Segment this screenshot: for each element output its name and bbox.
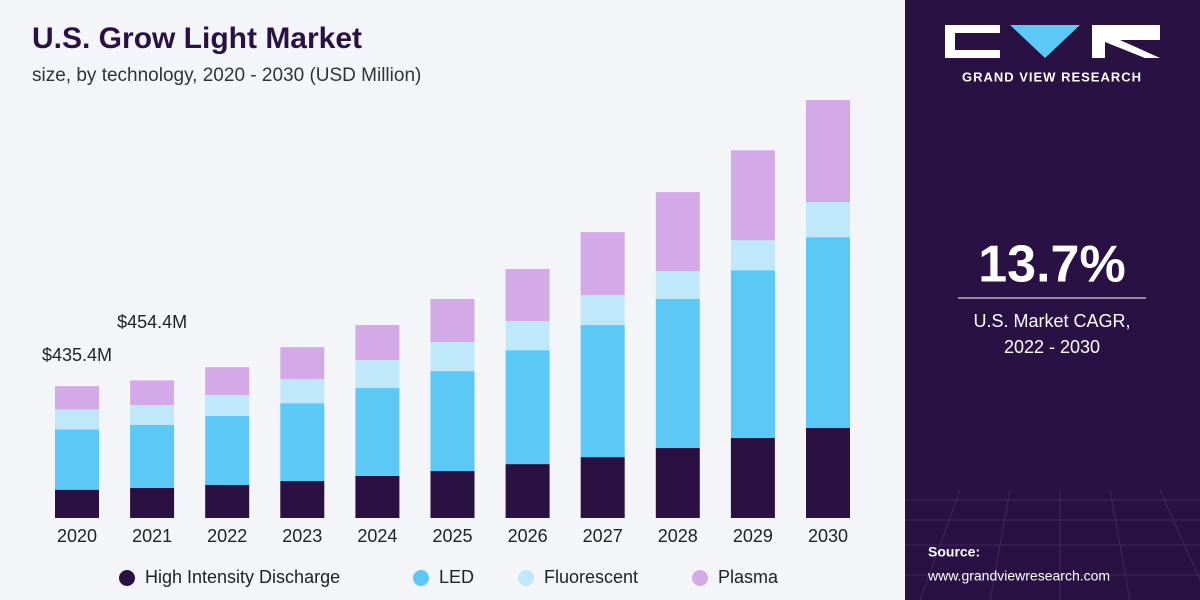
source-url: www.grandviewresearch.com (927, 568, 1110, 584)
bar-segment (280, 347, 325, 380)
bar-segment (205, 484, 250, 518)
chart-title: U.S. Grow Light Market (32, 22, 362, 55)
bar-segment (430, 371, 475, 472)
total-label: $454.4M (117, 312, 187, 332)
x-tick-label: 2025 (432, 526, 472, 546)
bar-segment (806, 428, 850, 518)
x-tick-label: 2029 (733, 526, 773, 546)
bar-segment (655, 448, 700, 518)
grid-floor (905, 489, 1200, 600)
x-tick-label: 2023 (282, 526, 322, 546)
x-tick-label: 2027 (583, 526, 623, 546)
legend-label: Plasma (718, 567, 779, 587)
bar-segment (130, 488, 175, 518)
bar-segment (280, 403, 325, 482)
total-label: $435.4M (42, 345, 112, 365)
bar-segment (55, 429, 99, 490)
legend-label: Fluorescent (544, 567, 638, 587)
bar-segment (55, 489, 99, 518)
bar-segment (205, 367, 250, 396)
bar-segment (806, 237, 850, 429)
bar-segment (430, 471, 475, 518)
cagr-caption: U.S. Market CAGR, (973, 311, 1130, 331)
bar-segment (130, 425, 175, 489)
bar-segment (430, 342, 475, 372)
bar-segment (730, 240, 775, 271)
bar-segment (430, 299, 475, 343)
logo-g (945, 25, 1000, 58)
legend-marker (119, 570, 135, 586)
bar-segment (580, 295, 625, 326)
legend-marker (692, 570, 708, 586)
bar-segment (355, 475, 400, 518)
x-tick-label: 2022 (207, 526, 247, 546)
side-panel (905, 0, 1200, 600)
legend-marker (413, 570, 429, 586)
legend-label: LED (439, 567, 474, 587)
bar-segment (580, 457, 625, 518)
bar-segment (730, 438, 775, 518)
bar-segment (130, 380, 175, 406)
x-tick-label: 2020 (57, 526, 97, 546)
bar-segment (655, 299, 700, 449)
bar-segment (730, 150, 775, 241)
bar-segment (205, 415, 250, 485)
logo (945, 25, 1160, 58)
bar-segment (280, 481, 325, 518)
bar-segment (655, 271, 700, 300)
logo-v (1010, 25, 1080, 58)
chart-subtitle: size, by technology, 2020 - 2030 (USD Mi… (32, 65, 421, 86)
x-tick-label: 2021 (132, 526, 172, 546)
bar-segment (505, 321, 550, 351)
brand-name: GRAND VIEW RESEARCH (962, 69, 1142, 84)
x-tick-label: 2028 (658, 526, 698, 546)
x-tick-label: 2026 (508, 526, 548, 546)
bar-segment (505, 464, 550, 518)
bar-segment (505, 350, 550, 465)
source-label: Source: (928, 544, 980, 560)
bar-segment (730, 270, 775, 439)
bar-segment (280, 379, 325, 404)
cagr-caption: 2022 - 2030 (1004, 337, 1100, 357)
cagr-value: 13.7% (978, 236, 1125, 294)
bar-segment (580, 232, 625, 296)
bar-segment (806, 202, 850, 238)
bar-segment (655, 192, 700, 272)
bar-segment (355, 388, 400, 476)
bar-segment (130, 405, 175, 426)
bar-segment (55, 409, 99, 430)
bar-segment (55, 386, 99, 410)
x-tick-label: 2030 (808, 526, 848, 546)
bar-segment (505, 269, 550, 322)
bar-segment (205, 395, 250, 416)
logo-r (1092, 25, 1160, 58)
bar-segment (580, 325, 625, 458)
legend-marker (518, 570, 534, 586)
x-tick-label: 2024 (357, 526, 397, 546)
bar-segment (355, 325, 400, 361)
legend-label: High Intensity Discharge (145, 567, 340, 587)
bar-segment (355, 360, 400, 389)
bar-segment (806, 100, 850, 203)
